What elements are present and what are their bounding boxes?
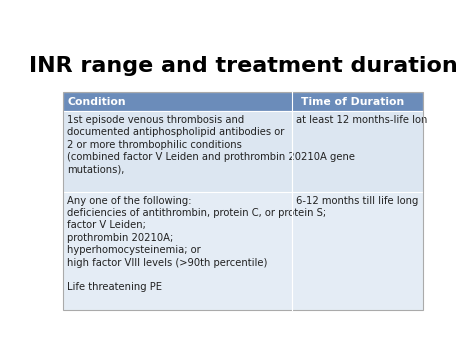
Text: 6-12 months till life long: 6-12 months till life long: [296, 196, 419, 206]
Text: INR range and treatment duration: INR range and treatment duration: [28, 56, 457, 76]
Text: at least 12 months-life long: at least 12 months-life long: [296, 115, 434, 125]
Bar: [292, 111, 423, 192]
Text: 1st episode venous thrombosis and
documented antiphospholipid antibodies or
2 or: 1st episode venous thrombosis and docume…: [67, 115, 356, 174]
Bar: [63, 192, 292, 311]
Text: Time of Duration: Time of Duration: [301, 97, 404, 106]
Bar: [292, 192, 423, 311]
Bar: [63, 92, 423, 111]
Bar: [63, 92, 423, 311]
Text: Any one of the following:
deficiencies of antithrombin, protein C, or protein S;: Any one of the following: deficiencies o…: [67, 196, 327, 293]
Text: Condition: Condition: [67, 97, 126, 106]
Bar: [63, 111, 292, 192]
